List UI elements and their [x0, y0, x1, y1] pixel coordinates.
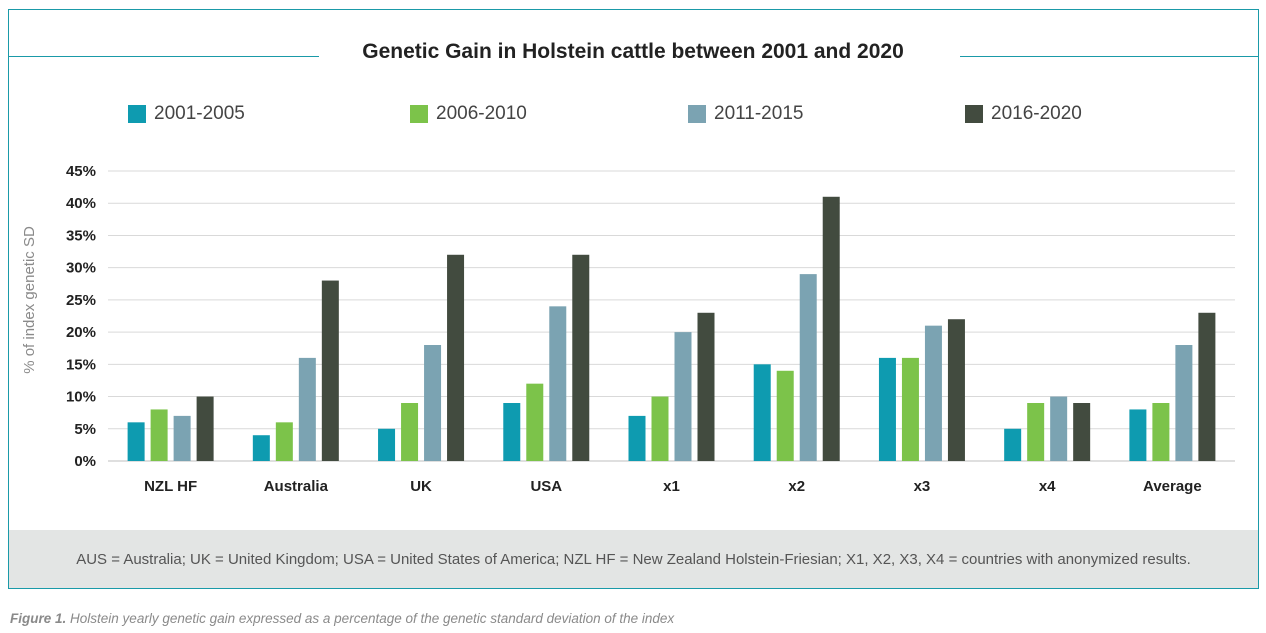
y-tick-label: 40%: [66, 195, 96, 212]
bar-2011-2015-x1: [674, 332, 692, 461]
figure-caption: Figure 1. Holstein yearly genetic gain e…: [10, 611, 674, 626]
bar-2006-2010-x3: [901, 357, 919, 461]
bar-2016-2020-x1: [697, 312, 715, 461]
x-tick-label: USA: [530, 478, 562, 495]
bar-2001-2005-x3: [878, 357, 896, 461]
title-rule-right: [960, 56, 1258, 57]
legend-item-2011-2015: 2011-2015: [688, 102, 803, 126]
y-tick-label: 15%: [66, 356, 96, 373]
chart-title-wrap: Genetic Gain in Holstein cattle between …: [0, 40, 1266, 64]
bar-2006-2010-UK: [401, 403, 419, 461]
bar-2016-2020-Australia: [321, 280, 339, 461]
bar-2006-2010-x2: [776, 370, 794, 461]
y-tick-label: 10%: [66, 389, 96, 406]
bar-2016-2020-x4: [1073, 403, 1091, 461]
bar-2011-2015-x4: [1050, 396, 1068, 461]
legend-item-2016-2020: 2016-2020: [965, 102, 1082, 126]
bar-2006-2010-x1: [651, 396, 669, 461]
x-tick-label: Average: [1143, 478, 1202, 495]
bar-2001-2005-x4: [1004, 428, 1022, 461]
legend-swatch: [128, 105, 146, 123]
y-tick-label: 0%: [74, 453, 96, 470]
x-tick-label: x2: [788, 478, 805, 495]
bar-2001-2005-Australia: [252, 435, 270, 461]
bar-2011-2015-Australia: [298, 357, 316, 461]
bar-2011-2015-UK: [424, 345, 442, 461]
legend-label: 2001-2005: [154, 103, 245, 124]
bar-2016-2020-Average: [1198, 312, 1216, 461]
legend-item-2001-2005: 2001-2005: [128, 102, 245, 126]
bar-2006-2010-Average: [1152, 403, 1170, 461]
bar-2006-2010-NZL HF: [150, 409, 168, 461]
bar-2006-2010-x4: [1027, 403, 1045, 461]
bar-2011-2015-USA: [549, 306, 567, 461]
legend-swatch: [965, 105, 983, 123]
legend-swatch: [410, 105, 428, 123]
x-tick-label: UK: [410, 478, 432, 495]
bar-2011-2015-NZL HF: [173, 415, 191, 461]
bar-2016-2020-x3: [947, 319, 965, 461]
bar-2006-2010-USA: [526, 383, 544, 461]
abbreviation-footer: AUS = Australia; UK = United Kingdom; US…: [9, 530, 1258, 588]
legend-label: 2011-2015: [714, 103, 804, 124]
y-tick-label: 45%: [66, 163, 96, 180]
caption-label: Figure 1.: [10, 611, 67, 626]
title-rule-left: [9, 56, 319, 57]
y-tick-label: 20%: [66, 324, 96, 341]
legend-swatch: [688, 105, 706, 123]
x-tick-label: Australia: [264, 478, 329, 495]
y-tick-label: 5%: [74, 421, 96, 438]
footer-note: AUS = Australia; UK = United Kingdom; US…: [76, 550, 1191, 568]
bar-2016-2020-x2: [822, 196, 840, 461]
bar-2001-2005-x2: [753, 364, 771, 461]
bar-2001-2005-x1: [628, 415, 646, 461]
y-tick-label: 35%: [66, 227, 96, 244]
bar-2006-2010-Australia: [275, 422, 293, 461]
chart-title: Genetic Gain in Holstein cattle between …: [348, 40, 918, 63]
legend-label: 2016-2020: [991, 103, 1082, 124]
x-tick-label: x4: [1039, 478, 1056, 495]
bar-2016-2020-UK: [447, 254, 465, 461]
x-tick-label: x1: [663, 478, 680, 495]
y-tick-label: 25%: [66, 292, 96, 309]
bar-2001-2005-NZL HF: [127, 422, 145, 461]
bar-2001-2005-Average: [1129, 409, 1147, 461]
bar-2001-2005-UK: [378, 428, 396, 461]
caption-text: Holstein yearly genetic gain expressed a…: [70, 611, 675, 626]
y-axis-label: % of index genetic SD: [21, 226, 38, 374]
bar-2001-2005-USA: [503, 403, 521, 461]
x-tick-label: x3: [914, 478, 931, 495]
bar-2011-2015-Average: [1175, 345, 1193, 461]
legend-label: 2006-2010: [436, 103, 527, 124]
x-tick-label: NZL HF: [144, 478, 197, 495]
bar-2016-2020-NZL HF: [196, 396, 214, 461]
bar-2011-2015-x3: [924, 325, 942, 461]
legend-item-2006-2010: 2006-2010: [410, 102, 527, 126]
bar-2016-2020-USA: [572, 254, 590, 461]
bar-2011-2015-x2: [799, 274, 817, 461]
y-tick-label: 30%: [66, 260, 96, 277]
chart-frame: [8, 9, 1259, 589]
